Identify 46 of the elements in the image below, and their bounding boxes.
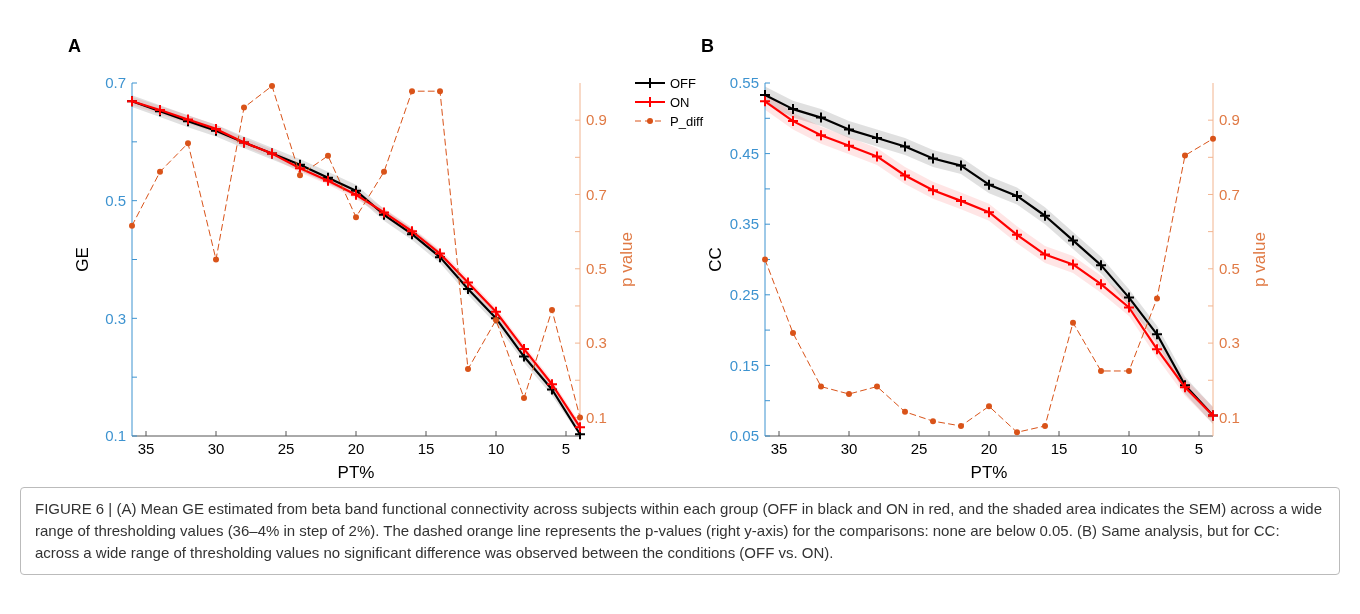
legend-label: ON [670,94,690,110]
y-axis-title: CC [706,247,725,272]
y-tick-label: 0.35 [729,215,759,233]
chart-title: A [68,36,81,56]
y-tick-label: 0.55 [729,74,759,92]
x-tick-label: 10 [1120,440,1138,457]
y2-tick-label: 0.5 [586,260,607,278]
y2-tick-label: 0.1 [586,408,607,426]
y2-tick-label: 0.9 [586,111,607,129]
y2-axis-title: p value [1250,232,1269,287]
x-axis-title: PT% [337,463,375,482]
y2-tick-label: 0.7 [586,185,607,203]
legend-label: P_diff [670,113,704,129]
y-tick-label: 0.15 [729,356,759,374]
y2-axis-title: p value [617,232,636,287]
y-tick-label: 0.45 [729,144,759,162]
x-tick-label: 15 [417,440,435,457]
x-tick-label: 25 [910,440,928,457]
y2-tick-label: 0.9 [1219,111,1240,129]
x-tick-label: 5 [561,440,571,457]
y2-tick-label: 0.3 [586,334,607,352]
chart-title: B [701,36,714,56]
y-tick-label: 0.3 [105,309,126,327]
y-tick-label: 0.25 [729,286,759,304]
y-tick-label: 0.7 [105,74,126,92]
x-tick-label: 30 [840,440,858,457]
x-tick-label: 10 [487,440,505,457]
y-axis-title: GE [73,247,92,272]
x-tick-label: 5 [1194,440,1204,457]
x-tick-label: 20 [980,440,998,457]
x-tick-label: 20 [347,440,365,457]
legend-label: OFF [670,75,697,91]
y-tick-label: 0.5 [105,191,126,209]
x-tick-label: 25 [277,440,295,457]
x-tick-label: 35 [137,440,155,457]
y2-tick-label: 0.7 [1219,185,1240,203]
x-tick-label: 35 [770,440,788,457]
caption: FIGURE 6 | (A) Mean GE estimated from beta band functional connectivity across subjects within each group (OFF in black and ON in red, and the shaded area indicates the SEM) across a wide range of thresholding values (36–4% in step of 2%). The dashed orange line represents the p-values (right y-axis) for the comparisons: none are below 0.05. (B) Same analysis, but for CC: across a wide range of thresholding values no significant difference was observed between the conditions (OFF vs. ON). [20,487,1340,575]
x-tick-label: 30 [207,440,225,457]
x-tick-label: 15 [1050,440,1068,457]
y2-tick-label: 0.3 [1219,334,1240,352]
x-axis-title: PT% [970,463,1008,482]
y-tick-label: 0.05 [729,427,759,445]
y2-tick-label: 0.1 [1219,408,1240,426]
y-tick-label: 0.1 [105,427,126,445]
y2-tick-label: 0.5 [1219,260,1240,278]
